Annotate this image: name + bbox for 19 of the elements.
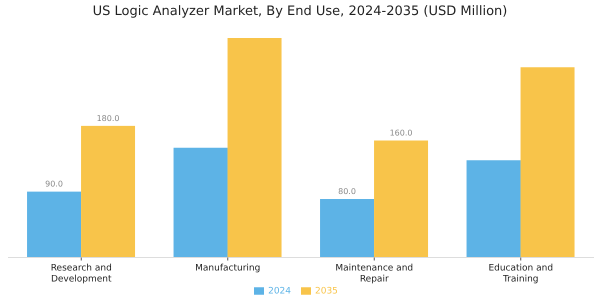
chart-title: US Logic Analyzer Market, By End Use, 2024-2035 (USD Million) [92,4,508,19]
legend-label: 2024 [268,286,291,296]
x-tick-label: Maintenance and Repair [335,264,414,285]
bar [466,160,521,258]
data-label: 80.0 [338,186,356,196]
bar [174,148,228,258]
data-label: 180.0 [96,114,120,123]
legend-label: 2035 [315,286,338,296]
x-tick-label: Manufacturing [195,264,260,274]
bar [81,126,136,258]
bar [374,140,428,258]
data-label: 90.0 [45,180,63,189]
bar [520,67,575,258]
bar [228,38,282,258]
data-label: 160.0 [390,128,412,138]
x-tick-label: Research and Development [50,264,112,285]
bar [320,198,374,258]
bar [27,192,82,258]
x-tick-label: Education and Training [488,264,554,285]
